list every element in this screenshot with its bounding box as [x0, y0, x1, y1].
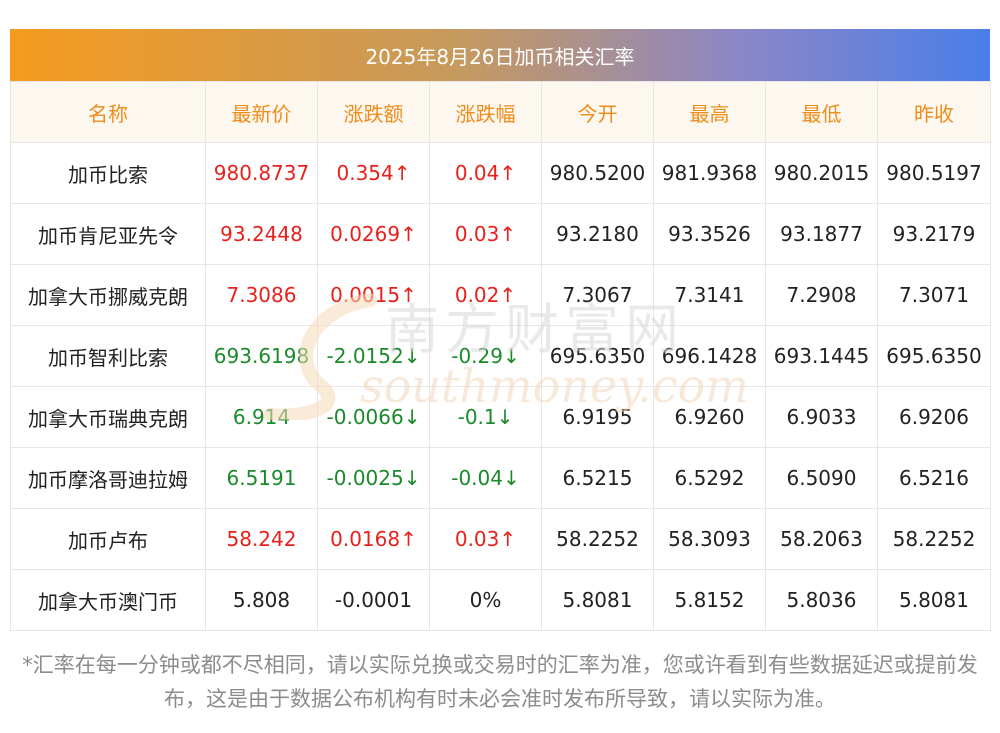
prev-close: 6.5216 — [877, 447, 991, 509]
high-price: 58.3093 — [653, 508, 766, 570]
low-price: 5.8036 — [765, 569, 878, 631]
col-header-high: 最高 — [653, 81, 766, 143]
prev-close: 695.6350 — [877, 325, 991, 387]
open-price: 5.8081 — [541, 569, 654, 631]
currency-name: 加币智利比索 — [10, 325, 206, 387]
low-price: 6.9033 — [765, 386, 878, 448]
table-row: 加币智利比索 693.6198 -2.0152↓ -0.29↓ 695.6350 696.… — [10, 325, 991, 387]
table-header-row: 名称 最新价 涨跌额 涨跌幅 今开 最高 最低 昨收 — [10, 81, 991, 143]
change-amount: -2.0152↓ — [317, 325, 430, 387]
prev-close: 5.8081 — [877, 569, 991, 631]
latest-price: 5.808 — [205, 569, 318, 631]
prev-close: 980.5197 — [877, 142, 991, 204]
table-row: 加拿大币瑞典克朗 6.914 -0.0066↓ -0.1↓ 6.9195 6.9260 6.… — [10, 386, 991, 448]
low-price: 7.2908 — [765, 264, 878, 326]
open-price: 7.3067 — [541, 264, 654, 326]
latest-price: 7.3086 — [205, 264, 318, 326]
prev-close: 6.9206 — [877, 386, 991, 448]
col-header-latest: 最新价 — [205, 81, 318, 143]
latest-price: 6.5191 — [205, 447, 318, 509]
low-price: 693.1445 — [765, 325, 878, 387]
col-header-open: 今开 — [541, 81, 654, 143]
change-pct: 0.03↑ — [429, 508, 542, 570]
latest-price: 693.6198 — [205, 325, 318, 387]
change-amount: 0.0168↑ — [317, 508, 430, 570]
col-header-change: 涨跌额 — [317, 81, 430, 143]
col-header-prev-close: 昨收 — [877, 81, 991, 143]
change-amount: 0.354↑ — [317, 142, 430, 204]
change-amount: -0.0001 — [317, 569, 430, 631]
open-price: 980.5200 — [541, 142, 654, 204]
table-row: 加币卢布 58.242 0.0168↑ 0.03↑ 58.2252 58.3093 58.2… — [10, 508, 991, 570]
col-header-change-pct: 涨跌幅 — [429, 81, 542, 143]
open-price: 6.9195 — [541, 386, 654, 448]
change-pct: 0% — [429, 569, 542, 631]
low-price: 980.2015 — [765, 142, 878, 204]
high-price: 696.1428 — [653, 325, 766, 387]
latest-price: 93.2448 — [205, 203, 318, 265]
open-price: 695.6350 — [541, 325, 654, 387]
exchange-rate-table: 名称 最新价 涨跌额 涨跌幅 今开 最高 最低 昨收 加币比索 980.8737 0… — [10, 81, 991, 631]
high-price: 6.9260 — [653, 386, 766, 448]
change-pct: -0.04↓ — [429, 447, 542, 509]
open-price: 6.5215 — [541, 447, 654, 509]
prev-close: 93.2179 — [877, 203, 991, 265]
change-amount: -0.0025↓ — [317, 447, 430, 509]
col-header-name: 名称 — [10, 81, 206, 143]
prev-close: 58.2252 — [877, 508, 991, 570]
latest-price: 58.242 — [205, 508, 318, 570]
open-price: 93.2180 — [541, 203, 654, 265]
low-price: 58.2063 — [765, 508, 878, 570]
col-header-low: 最低 — [765, 81, 878, 143]
change-pct: -0.29↓ — [429, 325, 542, 387]
latest-price: 980.8737 — [205, 142, 318, 204]
change-amount: 0.0269↑ — [317, 203, 430, 265]
high-price: 93.3526 — [653, 203, 766, 265]
high-price: 7.3141 — [653, 264, 766, 326]
disclaimer-footnote: *汇率在每一分钟或都不尽相同，请以实际兑换或交易时的汇率为准，您或许看到有些数据… — [22, 653, 978, 711]
change-pct: 0.02↑ — [429, 264, 542, 326]
table-row: 加拿大币澳门币 5.808 -0.0001 0% 5.8081 5.8152 5.8036 5… — [10, 569, 991, 631]
currency-name: 加拿大币挪威克朗 — [10, 264, 206, 326]
high-price: 5.8152 — [653, 569, 766, 631]
table-row: 加拿大币挪威克朗 7.3086 0.0015↑ 0.02↑ 7.3067 7.3141 7.… — [10, 264, 991, 326]
low-price: 6.5090 — [765, 447, 878, 509]
change-pct: 0.03↑ — [429, 203, 542, 265]
table-row: 加币比索 980.8737 0.354↑ 0.04↑ 980.5200 981.9368 9… — [10, 142, 991, 204]
change-pct: -0.1↓ — [429, 386, 542, 448]
high-price: 981.9368 — [653, 142, 766, 204]
currency-name: 加币肯尼亚先令 — [10, 203, 206, 265]
currency-name: 加拿大币瑞典克朗 — [10, 386, 206, 448]
currency-name: 加拿大币澳门币 — [10, 569, 206, 631]
change-amount: -0.0066↓ — [317, 386, 430, 448]
currency-name: 加币卢布 — [10, 508, 206, 570]
currency-name: 加币比索 — [10, 142, 206, 204]
table-row: 加币摩洛哥迪拉姆 6.5191 -0.0025↓ -0.04↓ 6.5215 6.5292… — [10, 447, 991, 509]
latest-price: 6.914 — [205, 386, 318, 448]
prev-close: 7.3071 — [877, 264, 991, 326]
change-amount: 0.0015↑ — [317, 264, 430, 326]
low-price: 93.1877 — [765, 203, 878, 265]
change-pct: 0.04↑ — [429, 142, 542, 204]
open-price: 58.2252 — [541, 508, 654, 570]
high-price: 6.5292 — [653, 447, 766, 509]
table-row: 加币肯尼亚先令 93.2448 0.0269↑ 0.03↑ 93.2180 93.3526… — [10, 203, 991, 265]
table-title: 2025年8月26日加币相关汇率 — [10, 29, 990, 81]
currency-name: 加币摩洛哥迪拉姆 — [10, 447, 206, 509]
